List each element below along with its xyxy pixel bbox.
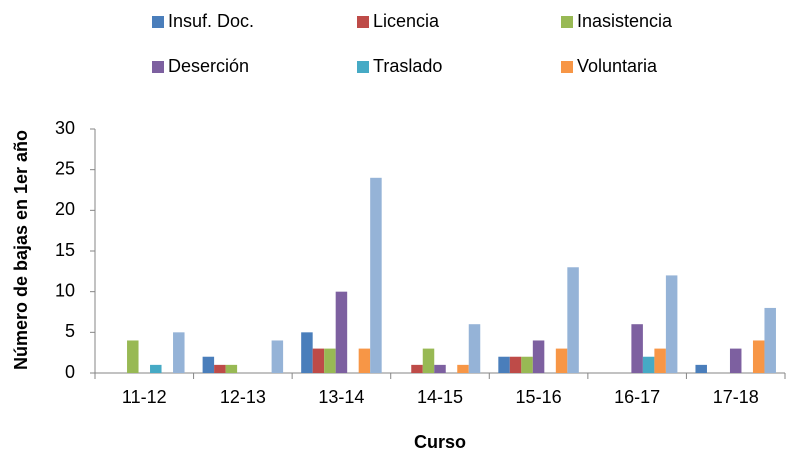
bar (312, 348, 325, 373)
bar (370, 177, 382, 373)
bar (434, 364, 446, 373)
bar (358, 348, 371, 373)
x-tick-label: 13-14 (318, 387, 364, 407)
y-tick-label: 20 (55, 199, 75, 219)
bar (498, 356, 510, 373)
bar (631, 324, 643, 373)
bar (665, 275, 678, 373)
bar (695, 364, 707, 373)
bar (150, 364, 162, 373)
bar (202, 356, 215, 373)
y-tick-label: 10 (55, 280, 75, 300)
bar (214, 364, 226, 373)
x-tick-label: 17-18 (713, 387, 759, 407)
bar (509, 356, 522, 373)
x-tick-label: 14-15 (417, 387, 463, 407)
y-axis-label: Número de bajas en 1er año (11, 130, 31, 370)
x-tick-label: 12-13 (220, 387, 266, 407)
bar (532, 340, 545, 373)
legend-label: Traslado (373, 56, 442, 76)
legend-swatch (357, 61, 369, 73)
bar (225, 364, 238, 373)
bar (127, 340, 139, 373)
bar (521, 356, 533, 373)
y-tick-label: 30 (55, 118, 75, 138)
bar (729, 348, 742, 373)
legend-label: Deserción (168, 56, 249, 76)
legend-label: Insuf. Doc. (168, 11, 254, 31)
bar (422, 348, 435, 373)
bar (764, 307, 776, 373)
bar (567, 267, 579, 373)
bar (752, 340, 765, 373)
legend-swatch (561, 16, 573, 28)
legend-label: Inasistencia (577, 11, 673, 31)
bar (335, 291, 348, 373)
y-tick-label: 5 (65, 321, 75, 341)
y-tick-label: 15 (55, 240, 75, 260)
bar (555, 348, 568, 373)
x-tick-label: 11-12 (122, 387, 167, 407)
legend-label: Voluntaria (577, 56, 658, 76)
y-tick-label: 0 (65, 362, 75, 382)
x-tick-label: 15-16 (516, 387, 562, 407)
bar (324, 348, 336, 373)
x-tick-label: 16-17 (614, 387, 660, 407)
legend-label: Licencia (373, 11, 440, 31)
legend-swatch (152, 16, 164, 28)
bar (457, 364, 469, 373)
bar (271, 340, 284, 373)
bar (173, 332, 185, 373)
legend-swatch (357, 16, 369, 28)
legend-swatch (152, 61, 164, 73)
bar (654, 348, 666, 373)
x-axis-label: Curso (414, 432, 466, 452)
legend-swatch (561, 61, 573, 73)
bar (642, 356, 655, 373)
bar (468, 324, 481, 373)
bar (411, 364, 423, 373)
y-tick-label: 25 (55, 158, 75, 178)
bar (301, 332, 313, 373)
